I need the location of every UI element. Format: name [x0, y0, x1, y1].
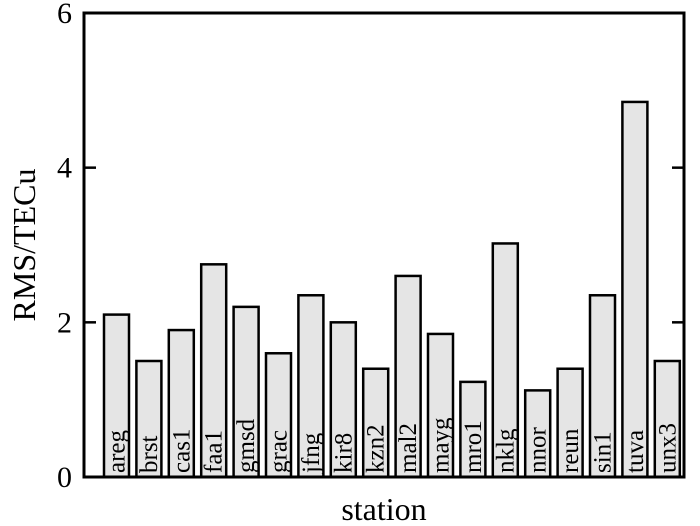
y-axis-title: RMS/TECu [6, 169, 42, 322]
bar-category-label: gmsd [233, 418, 260, 473]
bar-category-label: kir8 [330, 433, 357, 473]
bar-category-label: jfng [298, 432, 325, 474]
bar [199, 263, 228, 479]
bar-category-label: sin1 [590, 431, 617, 473]
bar-labels-group: areg brst cas1 faa1 gmsd grac jfng kir8 kzn2 mal2… [104, 417, 682, 474]
bar [264, 352, 293, 479]
bar-category-label: nklg [492, 428, 519, 473]
bar-category-label: kzn2 [363, 424, 390, 473]
bar-category-label: cas1 [168, 429, 195, 473]
bar-category-label: mro1 [460, 420, 487, 473]
y-tick-label: 2 [57, 306, 72, 339]
bar-category-label: brst [136, 435, 163, 473]
y-axis-ticks: 0 2 4 6 [57, 0, 684, 494]
bar-category-label: areg [104, 429, 131, 473]
bar-category-label: nnor [525, 427, 552, 474]
bar-category-label: faa1 [201, 430, 228, 473]
y-tick-label: 6 [57, 0, 72, 30]
plot-frame [82, 11, 686, 479]
bar [621, 100, 649, 479]
bar-category-label: tuva [622, 430, 649, 473]
bar-category-label: grac [266, 430, 293, 473]
bar-category-label: mal2 [395, 423, 422, 473]
bar-category-label: reun [557, 428, 584, 473]
y-tick-label: 4 [57, 152, 72, 185]
bar [588, 294, 617, 479]
x-axis-title: station [341, 491, 426, 526]
bars-group [102, 100, 682, 479]
bar-category-label: unx3 [654, 423, 681, 473]
bar-category-label: mayg [428, 417, 455, 473]
bar [653, 359, 682, 479]
y-tick-label: 0 [57, 461, 72, 494]
bar [394, 274, 422, 479]
bar [329, 321, 358, 479]
